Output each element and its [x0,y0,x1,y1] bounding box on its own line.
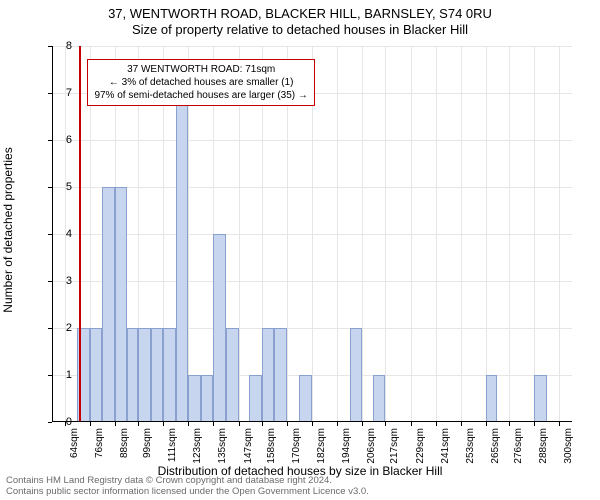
histogram-bar [176,93,189,422]
x-tick-label: 194sqm [341,428,352,464]
histogram-bar [115,187,128,422]
x-tick-label: 265sqm [490,428,501,464]
x-tick-mark [115,422,116,426]
x-tick-label: 64sqm [69,428,80,458]
chart-title: 37, WENTWORTH ROAD, BLACKER HILL, BARNSL… [0,0,600,39]
x-tick-mark [312,422,313,426]
annotation-box: 37 WENTWORTH ROAD: 71sqm← 3% of detached… [87,59,314,106]
title-line-2: Size of property relative to detached ho… [0,22,600,38]
y-tick-label: 1 [32,369,72,381]
annotation-line: 97% of semi-detached houses are larger (… [94,89,307,102]
x-tick-label: 217sqm [389,428,400,464]
y-tick-label: 5 [32,181,72,193]
x-tick-mark [411,422,412,426]
x-tick-mark [239,422,240,426]
x-tick-mark [534,422,535,426]
gridline-v [486,46,487,422]
x-tick-label: 229sqm [415,428,426,464]
title-line-1: 37, WENTWORTH ROAD, BLACKER HILL, BARNSL… [0,6,600,22]
histogram-bar [226,328,239,422]
histogram-bar [188,375,201,422]
y-tick-label: 4 [32,228,72,240]
y-tick-label: 7 [32,87,72,99]
x-tick-mark [337,422,338,426]
histogram-bar [163,328,176,422]
x-tick-label: 111sqm [167,428,178,462]
footer-line-2: Contains public sector information licen… [6,487,369,498]
x-tick-mark [486,422,487,426]
x-tick-label: 147sqm [243,428,254,464]
x-tick-label: 158sqm [266,428,277,464]
y-tick-label: 8 [32,40,72,52]
y-axis-label: Number of detached properties [1,147,15,312]
histogram-bar [213,234,226,422]
x-tick-mark [509,422,510,426]
x-tick-mark [559,422,560,426]
x-tick-mark [163,422,164,426]
histogram-bar [201,375,214,422]
x-tick-mark [461,422,462,426]
x-tick-mark [138,422,139,426]
x-tick-label: 135sqm [217,428,228,464]
annotation-line: 37 WENTWORTH ROAD: 71sqm [94,63,307,76]
x-tick-mark [362,422,363,426]
x-tick-mark [385,422,386,426]
x-tick-mark [188,422,189,426]
x-tick-label: 241sqm [440,428,451,464]
x-tick-label: 123sqm [192,428,203,464]
x-tick-label: 253sqm [465,428,476,464]
x-tick-label: 76sqm [94,428,105,458]
x-tick-label: 99sqm [142,428,153,458]
histogram-bar [299,375,312,422]
gridline-v [559,46,560,422]
histogram-bar [274,328,287,422]
histogram-bar [127,328,137,422]
y-tick-label: 3 [32,275,72,287]
x-tick-label: 170sqm [291,428,302,464]
histogram-bar [262,328,275,422]
gridline-v [411,46,412,422]
gridline-v [362,46,363,422]
x-tick-label: 206sqm [366,428,377,464]
gridline-v [509,46,510,422]
histogram-bar [151,328,164,422]
histogram-bar [534,375,547,422]
histogram-bar [249,375,262,422]
x-tick-mark [436,422,437,426]
x-tick-label: 276sqm [513,428,524,464]
x-tick-mark [262,422,263,426]
reference-line [79,46,81,422]
x-tick-label: 288sqm [538,428,549,464]
x-tick-mark [65,422,66,426]
x-tick-mark [90,422,91,426]
gridline-v [385,46,386,422]
gridline-v [436,46,437,422]
x-tick-label: 300sqm [563,428,574,464]
x-tick-mark [287,422,288,426]
histogram-bar [90,328,103,422]
footer-attribution: Contains HM Land Registry data © Crown c… [6,476,369,498]
gridline-v [461,46,462,422]
plot-area: 37 WENTWORTH ROAD: 71sqm← 3% of detached… [52,46,572,422]
x-tick-mark [213,422,214,426]
gridline-v [534,46,535,422]
x-tick-label: 182sqm [316,428,327,464]
histogram-bar [102,187,115,422]
histogram-bar [486,375,496,422]
y-tick-label: 0 [32,416,72,428]
y-tick-label: 6 [32,134,72,146]
histogram-bar [138,328,151,422]
histogram-bar [350,328,363,422]
histogram-bar [373,375,386,422]
gridline-v [337,46,338,422]
x-tick-label: 88sqm [119,428,130,458]
y-tick-label: 2 [32,322,72,334]
annotation-line: ← 3% of detached houses are smaller (1) [94,76,307,89]
